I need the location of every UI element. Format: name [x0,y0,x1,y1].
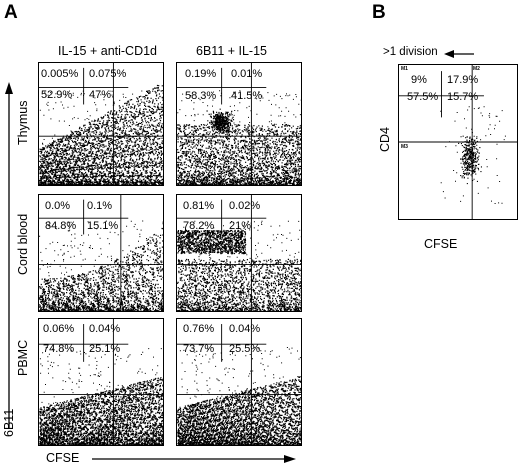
quadrant-lower-left: 78.2% [183,220,215,232]
plot-pbmc-6b11-il15: 0.76% 0.04% 73.7% 25.5% [176,318,302,446]
quadrant-upper-left: 0.06% [43,323,75,335]
plot-cd4-cfse: M1 M2 M3 9% 17.9% 57.5% 15.7% [398,64,518,220]
quadrant-upper-left: 0.0% [45,200,71,212]
quadrant-lower-right: 41.5% [231,90,263,102]
quadrant-upper-right: 0.02% [229,200,261,212]
quadrant-lower-left: 73.7% [183,343,215,355]
scatter-thymus-6b11-il15 [177,63,301,185]
annotation-gt1-division: >1 division [383,46,438,58]
quadrant-lower-right: 15.1% [87,220,119,232]
panel-a-letter: A [4,2,18,23]
quadrant-upper-right: 17.9% [447,74,479,86]
plot-thymus-6b11-il15: 0.19% 0.01% 58.3% 41.5% [176,62,302,186]
scatter-cd4-cfse [399,65,517,219]
quadrant-lower-left: 84.8% [45,220,77,232]
plot-pbmc-il15-anti-cd1d: 0.06% 0.04% 74.8% 25.1% [38,318,164,446]
quadrant-lower-left: 74.8% [43,343,75,355]
scatter-pbmc-il15-anti-cd1d [39,319,163,445]
plot-cord-blood-il15-anti-cd1d: 0.0% 0.1% 84.8% 15.1% [38,194,164,312]
quadrant-lower-right: 25.5% [229,343,261,355]
scatter-thymus-il15-anti-cd1d [39,63,163,185]
quadrant-upper-right: 0.1% [87,200,113,212]
quadrant-lower-left: 58.3% [185,90,217,102]
quadrant-upper-left: 9% [411,74,427,86]
plot-cord-blood-6b11-il15: 0.81% 0.02% 78.2% 21% [176,194,302,312]
quadrant-lower-right: 47% [89,89,112,101]
plot-thymus-il15-anti-cd1d: 0.005% 0.075% 52.9% 47% [38,62,164,186]
scatter-pbmc-6b11-il15 [177,319,301,445]
quadrant-lower-right: 25.1% [89,343,121,355]
quadrant-upper-left: 0.81% [183,200,215,212]
x-axis-label-cfse-b: CFSE [424,237,458,251]
panel-b-letter: B [372,2,386,23]
quadrant-upper-left: 0.19% [185,68,217,80]
quadrant-lower-left: 52.9% [41,89,73,101]
gate-marker-m2: M2 [473,66,480,72]
gate-marker-m1: M1 [401,66,408,72]
quadrant-lower-left: 57.5% [407,91,439,103]
column-header-6b11-il15: 6B11 + IL-15 [196,44,268,58]
x-axis-label-cfse-a: CFSE [46,451,80,465]
quadrant-upper-left: 0.005% [41,68,79,80]
quadrant-upper-right: 0.01% [231,68,263,80]
column-header-il15-anti-cd1d: IL-15 + anti-CD1d [58,44,158,58]
y-axis-label-cd4: CD4 [378,126,392,152]
quadrant-upper-right: 0.04% [89,323,121,335]
scatter-cord-blood-6b11-il15 [177,195,301,311]
scatter-cord-blood-il15-anti-cd1d [39,195,163,311]
quadrant-upper-right: 0.04% [229,323,261,335]
quadrant-lower-right: 15.7% [447,91,479,103]
gate-marker-m3: M3 [401,144,408,150]
quadrant-upper-right: 0.075% [89,68,127,80]
quadrant-lower-right: 21% [229,220,252,232]
quadrant-upper-left: 0.76% [183,323,215,335]
